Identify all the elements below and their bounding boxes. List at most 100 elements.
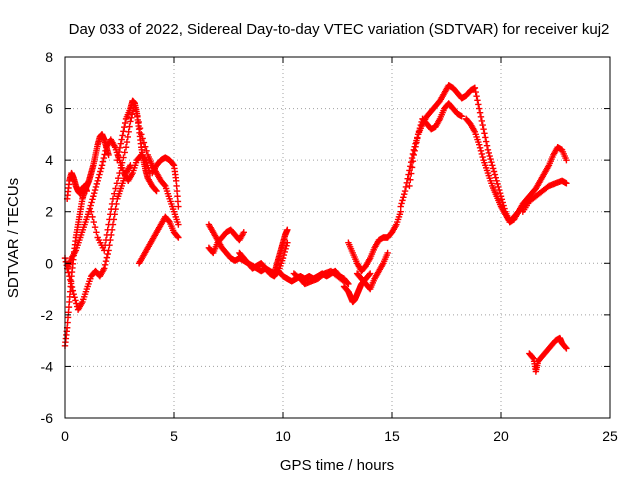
data-point — [475, 101, 482, 108]
data-point — [284, 226, 291, 233]
data-point — [477, 113, 485, 121]
data-point — [70, 291, 77, 298]
data-point — [86, 205, 94, 212]
data-point — [101, 151, 108, 158]
x-axis-label: GPS time / hours — [280, 457, 394, 474]
y-tick-label: 2 — [45, 204, 53, 220]
data-point — [109, 195, 117, 203]
data-point — [87, 208, 95, 215]
data-point — [94, 177, 101, 184]
series-track-g — [135, 213, 182, 267]
data-point — [65, 269, 72, 276]
data-point — [417, 121, 424, 129]
data-point — [397, 203, 404, 210]
axis-ticks — [64, 56, 611, 419]
data-point — [92, 183, 100, 191]
data-point — [477, 147, 485, 155]
data-point — [492, 174, 499, 181]
data-point — [529, 354, 537, 361]
data-point — [481, 130, 488, 137]
data-point — [142, 143, 149, 150]
data-point — [410, 151, 417, 159]
series-track-p — [353, 249, 391, 293]
data-point — [83, 187, 90, 195]
data-point — [478, 150, 486, 158]
data-point — [128, 114, 135, 122]
data-point — [101, 265, 108, 272]
data-point — [367, 270, 374, 277]
data-point — [102, 258, 110, 265]
data-point — [72, 297, 79, 304]
data-point — [118, 159, 126, 166]
data-point — [493, 177, 500, 184]
data-point — [89, 213, 96, 221]
data-point — [96, 171, 103, 178]
data-point — [123, 138, 131, 146]
data-point — [401, 190, 408, 198]
data-point — [126, 123, 133, 130]
data-point — [132, 106, 140, 113]
data-point — [482, 138, 490, 145]
series-track-j — [205, 226, 247, 257]
data-point — [102, 236, 110, 244]
data-point — [114, 174, 122, 182]
data-point — [134, 112, 141, 119]
data-point — [344, 279, 351, 287]
data-point — [93, 180, 101, 188]
data-point — [143, 147, 150, 155]
data-point — [97, 168, 104, 175]
data-point — [563, 345, 570, 352]
data-point — [119, 132, 126, 139]
data-point — [409, 157, 417, 165]
data-point — [101, 242, 109, 249]
data-point — [114, 156, 121, 164]
data-point — [152, 186, 159, 194]
data-point — [88, 199, 95, 206]
data-point — [117, 140, 125, 147]
data-point — [138, 131, 145, 138]
data-point — [108, 200, 116, 208]
data-point — [484, 146, 492, 154]
data-point — [103, 254, 111, 261]
series-track-h — [149, 154, 182, 210]
data-point — [494, 180, 501, 188]
data-point — [487, 155, 494, 163]
data-point — [121, 119, 129, 127]
data-point — [120, 154, 127, 161]
data-point — [384, 249, 391, 257]
data-point — [111, 190, 118, 197]
data-point — [122, 144, 130, 151]
data-point — [153, 187, 160, 195]
series-track-b — [63, 169, 90, 203]
data-point — [102, 147, 109, 155]
data-point — [402, 183, 410, 191]
data-point — [114, 152, 122, 160]
y-tick-label: 0 — [45, 255, 53, 271]
data-point — [240, 229, 247, 236]
data-point — [175, 221, 182, 228]
data-point — [345, 280, 352, 288]
data-point — [491, 171, 499, 178]
data-point — [98, 162, 106, 169]
data-point — [99, 158, 107, 165]
data-point — [118, 136, 125, 143]
data-point — [125, 128, 132, 135]
y-tick-label: -2 — [41, 307, 54, 323]
data-point — [563, 156, 570, 164]
data-point — [108, 205, 115, 213]
data-point — [474, 97, 481, 104]
data-point — [121, 149, 128, 156]
data-point — [128, 111, 136, 118]
data-point — [407, 170, 415, 177]
data-point — [87, 202, 94, 209]
data-point — [488, 159, 495, 166]
x-tick-label: 10 — [275, 428, 291, 444]
data-point — [139, 135, 146, 142]
data-point — [95, 174, 102, 181]
data-point — [90, 193, 97, 200]
x-tick-label: 20 — [493, 428, 509, 444]
data-point — [408, 164, 416, 171]
data-point — [66, 272, 73, 280]
